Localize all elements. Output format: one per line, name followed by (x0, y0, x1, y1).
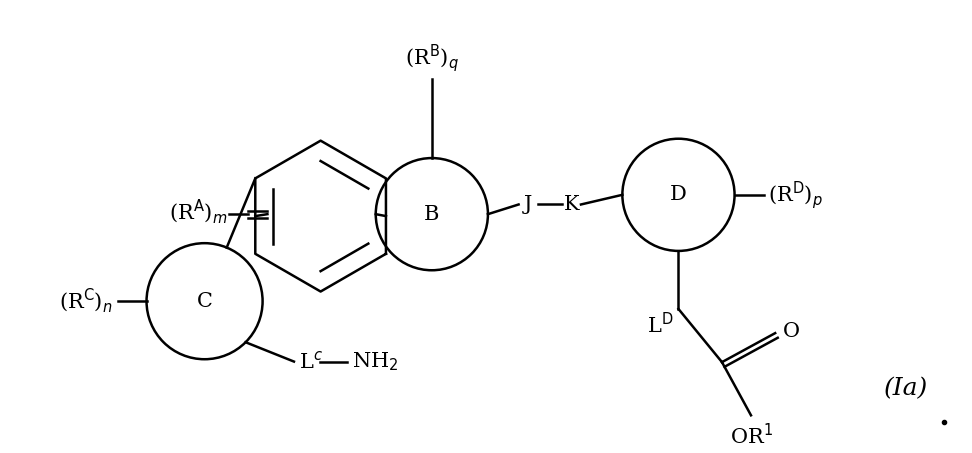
Text: (R$^\mathrm{C}$)$_n$: (R$^\mathrm{C}$)$_n$ (59, 287, 113, 315)
Text: NH$_2$: NH$_2$ (352, 350, 399, 373)
Text: J: J (524, 195, 533, 214)
Text: (Ia): (Ia) (884, 377, 928, 400)
Text: OR$^1$: OR$^1$ (730, 423, 773, 448)
Text: D: D (670, 185, 687, 204)
Text: K: K (564, 195, 579, 214)
Text: B: B (424, 205, 439, 224)
Text: L$^\mathrm{D}$: L$^\mathrm{D}$ (647, 312, 674, 337)
Text: (R$^\mathrm{A}$)$_m$: (R$^\mathrm{A}$)$_m$ (168, 198, 226, 226)
Text: (R$^\mathrm{B}$)$_q$: (R$^\mathrm{B}$)$_q$ (405, 42, 459, 74)
Text: C: C (196, 292, 213, 311)
Text: (R$^\mathrm{D}$)$_p$: (R$^\mathrm{D}$)$_p$ (769, 179, 823, 211)
Text: O: O (782, 322, 800, 341)
Text: L$^c$: L$^c$ (298, 351, 323, 372)
